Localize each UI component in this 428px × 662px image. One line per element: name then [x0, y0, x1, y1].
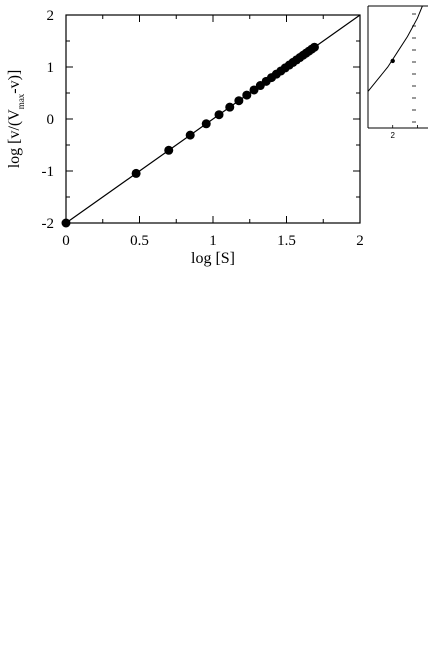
- data-point: [214, 110, 224, 120]
- y-axis-title: log [v/(Vmax-v)]: [6, 70, 26, 169]
- y-tick-label: 0: [47, 112, 55, 128]
- data-point: [185, 130, 195, 140]
- x-tick-label: 0.5: [130, 233, 149, 249]
- main-chart: 0 0.5 1 1.5 2 -2 -1 0 1 2 log [S] log [v/(Vmax-v)…: [6, 5, 428, 267]
- x-tick-label: 1.5: [277, 233, 296, 249]
- x-tick-label: 0: [62, 233, 70, 249]
- data-point: [309, 42, 319, 52]
- y-tick-label: 1: [47, 60, 55, 76]
- chart-figure: 0 0.5 1 1.5 2 -2 -1 0 1 2 log [S] log [v/(Vmax-v)…: [0, 0, 428, 300]
- data-point: [164, 145, 174, 155]
- x-tick-label: 2: [356, 233, 364, 249]
- y-tick-label: 2: [47, 8, 55, 24]
- data-point: [131, 168, 141, 178]
- x-axis-title: log [S]: [191, 250, 235, 267]
- data-point: [225, 102, 235, 112]
- y-axis-title-subscript: max: [16, 93, 26, 109]
- y-axis-title-prefix: log [v/(V: [6, 109, 23, 169]
- data-point: [234, 96, 244, 106]
- main-plot-area: 0 0.5 1 1.5 2 -2 -1 0 1 2: [42, 8, 364, 249]
- x-tick-label: 1: [209, 233, 217, 249]
- y-tick-label: -1: [42, 164, 55, 180]
- inset-curve: [367, 5, 423, 92]
- inset-data-point: [390, 58, 395, 64]
- data-point: [201, 119, 211, 129]
- data-point: [61, 218, 71, 228]
- data-point: [249, 85, 259, 95]
- y-tick-label: -2: [42, 216, 55, 232]
- inset-x-tick-label: 2: [390, 131, 395, 140]
- y-axis-title-suffix: -v)]: [6, 70, 23, 94]
- data-point: [242, 90, 252, 100]
- inset-plot-area: 22.5: [367, 5, 428, 140]
